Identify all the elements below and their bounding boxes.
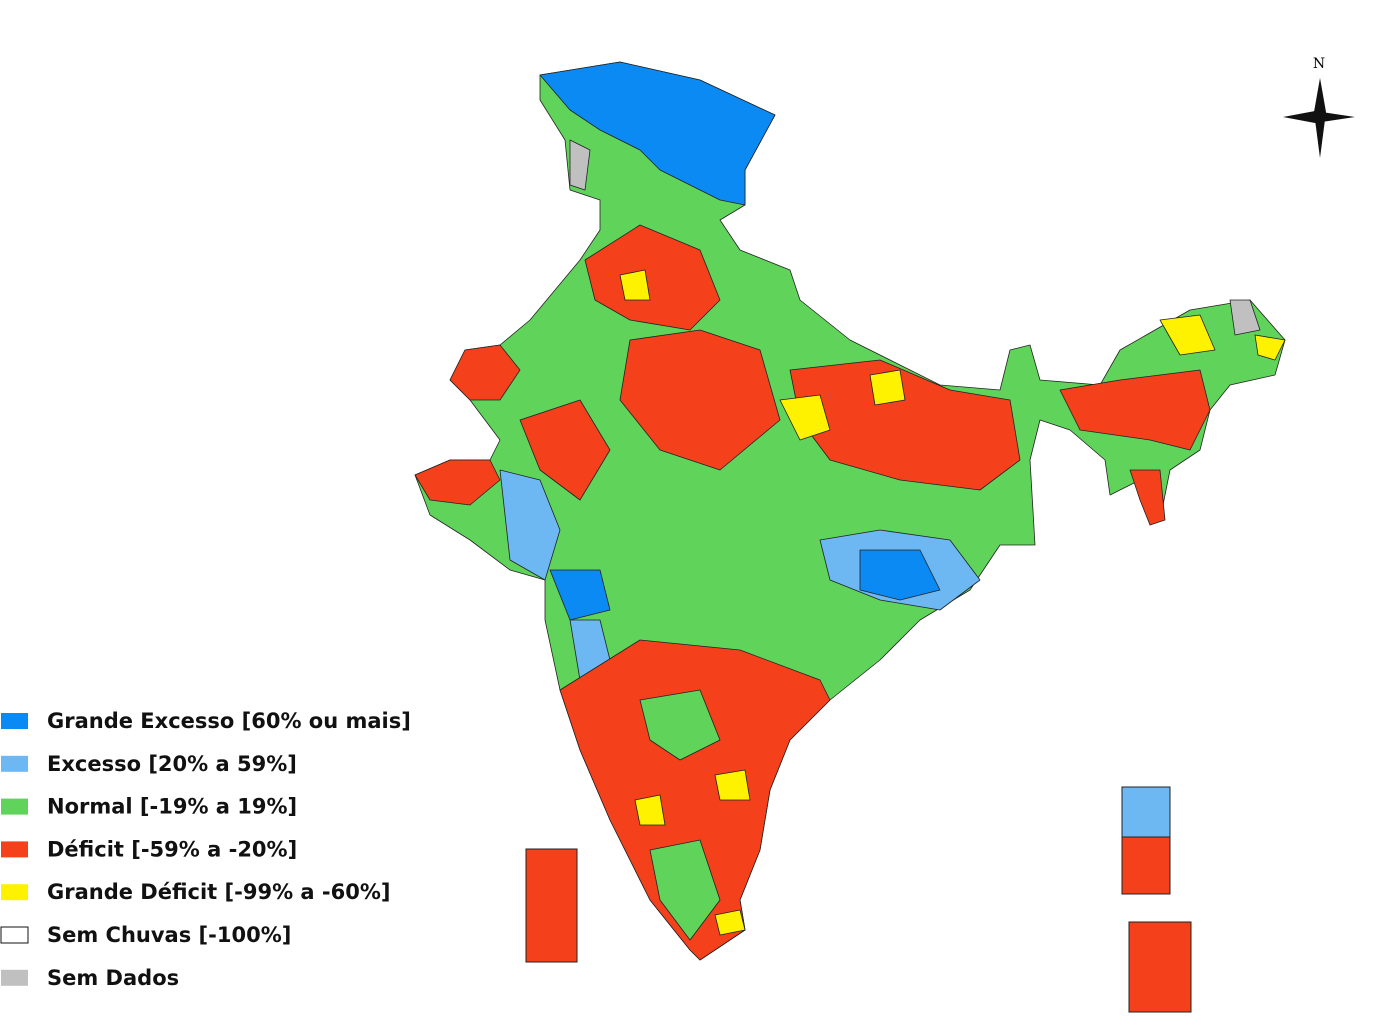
region xyxy=(559,639,831,961)
legend-label: Normal [-19% a 19%] xyxy=(47,795,297,819)
legend-label: Grande Déficit [-99% a -60%] xyxy=(47,880,391,904)
legend-label: Grande Excesso [60% ou mais] xyxy=(47,709,411,733)
region xyxy=(714,909,746,936)
region xyxy=(549,569,611,621)
region xyxy=(714,769,751,801)
legend-label: Sem Chuvas [-100%] xyxy=(47,923,291,947)
north-arrow: N xyxy=(1283,56,1355,158)
region xyxy=(414,459,501,506)
legend-label: Déficit [-59% a -20%] xyxy=(47,837,297,861)
india-map xyxy=(414,61,1286,1013)
region xyxy=(859,549,941,601)
region xyxy=(779,394,831,441)
region xyxy=(519,399,611,501)
legend-label: Sem Dados xyxy=(47,966,179,990)
north-label: N xyxy=(1313,56,1325,72)
legend-swatch xyxy=(1,841,28,858)
region xyxy=(1229,299,1261,336)
region xyxy=(539,61,776,206)
inset-nicobar xyxy=(1128,921,1192,1013)
region xyxy=(789,359,1021,491)
legend-label: Excesso [20% a 59%] xyxy=(47,752,297,776)
inset-andaman-north xyxy=(1121,786,1171,838)
legend-swatch xyxy=(1,969,28,986)
legend: Grande Excesso [60% ou mais] Excesso [20%… xyxy=(0,709,411,990)
legend-swatch xyxy=(1,755,28,772)
region xyxy=(1254,334,1286,361)
inset-lakshadweep xyxy=(525,848,578,963)
legend-swatch xyxy=(1,798,28,815)
region xyxy=(869,369,906,406)
inset-andaman-south xyxy=(1121,836,1171,895)
region xyxy=(639,689,721,761)
region xyxy=(584,224,721,331)
region xyxy=(449,344,521,401)
region xyxy=(1159,314,1216,356)
region xyxy=(569,139,591,191)
region xyxy=(1059,369,1211,451)
region xyxy=(499,469,561,581)
region xyxy=(619,269,651,301)
region xyxy=(634,794,666,826)
legend-swatch xyxy=(0,926,29,944)
compass-ew xyxy=(1283,111,1355,123)
legend-swatch xyxy=(1,884,28,901)
legend-swatch xyxy=(1,713,28,729)
region xyxy=(1129,469,1166,526)
region xyxy=(649,839,721,941)
region xyxy=(619,329,781,471)
